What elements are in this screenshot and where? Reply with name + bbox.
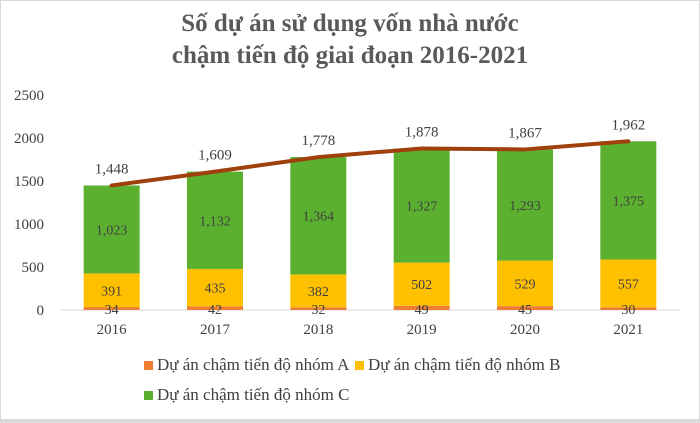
bar-segment-a	[497, 306, 553, 310]
data-label-b: 382	[308, 285, 329, 300]
data-label-a: 49	[415, 303, 429, 318]
bar-segment-a	[187, 306, 243, 310]
total-label: 1,778	[301, 133, 335, 149]
bar-segment-a	[83, 307, 140, 310]
bar-segment-b	[497, 260, 553, 307]
chart-title: Số dự án sử dụng vốn nhà nước chậm tiến …	[0, 8, 700, 72]
y-tick-label: 0	[37, 303, 45, 319]
bar-segment-a	[393, 305, 450, 310]
data-label-b: 502	[411, 278, 432, 293]
bar-segment-b	[600, 259, 657, 308]
total-line	[109, 139, 631, 188]
bar-segment-a	[600, 307, 657, 310]
x-tick-label: 2021	[613, 322, 643, 338]
bar-segment-b	[83, 273, 140, 308]
data-label-a: 42	[208, 303, 222, 318]
legend-item-b: Dự án chậm tiến độ nhóm B	[355, 355, 560, 375]
chart-title-line-1: Số dự án sử dụng vốn nhà nước	[181, 10, 519, 37]
data-label-c: 1,023	[96, 223, 128, 238]
y-tick-label: 2000	[14, 131, 44, 147]
bar-segment-c	[290, 157, 347, 275]
legend-swatch-c	[144, 390, 153, 400]
legend-label-b: Dự án chậm tiến độ nhóm B	[368, 355, 561, 374]
data-label-a: 30	[621, 303, 635, 318]
total-label: 1,878	[405, 124, 439, 140]
data-label-b: 529	[515, 277, 536, 292]
total-label: 1,962	[611, 117, 645, 133]
chart-title-line-2: chậm tiến độ giai đoạn 2016-2021	[171, 42, 529, 69]
data-label-a: 45	[518, 303, 532, 318]
y-tick-label: 1000	[14, 217, 44, 233]
bar-segment-b	[187, 268, 243, 307]
data-label-a: 32	[311, 303, 325, 318]
legend-label-a: Dự án chậm tiến độ nhóm A	[157, 355, 350, 374]
x-tick-label: 2016	[97, 322, 128, 338]
bar-segment-c	[497, 149, 553, 261]
legend-swatch-b	[355, 360, 364, 370]
x-tick-label: 2020	[510, 322, 540, 338]
data-label-c: 1,375	[613, 194, 645, 209]
data-label-c: 1,364	[303, 210, 335, 225]
data-label-a: 34	[105, 303, 119, 318]
legend-label-c: Dự án chậm tiến độ nhóm C	[157, 385, 350, 404]
legend-item-c: Dự án chậm tiến độ nhóm C	[144, 385, 349, 405]
bar-segment-c	[600, 141, 657, 260]
data-label-b: 435	[205, 282, 226, 297]
legend-item-a: Dự án chậm tiến độ nhóm A	[144, 355, 349, 375]
data-label-c: 1,293	[509, 199, 541, 214]
x-tick-label: 2018	[303, 322, 333, 338]
bar-segment-b	[393, 262, 450, 306]
total-label: 1,609	[198, 148, 232, 164]
data-label-c: 1,132	[199, 214, 231, 229]
total-label: 1,867	[508, 125, 542, 141]
x-tick-label: 2019	[407, 322, 437, 338]
x-tick-label: 2017	[200, 322, 231, 338]
y-tick-label: 500	[22, 260, 45, 276]
bar-segment-c	[393, 148, 450, 263]
bar-segment-a	[290, 307, 347, 310]
y-tick-label: 2500	[14, 88, 44, 104]
bar-segment-b	[290, 274, 347, 308]
legend-swatch-a	[144, 360, 153, 370]
data-label-b: 557	[618, 277, 639, 292]
total-label: 1,448	[95, 161, 129, 177]
data-label-b: 391	[101, 284, 122, 299]
y-tick-label: 1500	[14, 174, 44, 190]
data-label-c: 1,327	[406, 200, 438, 215]
bar-segment-c	[83, 185, 140, 274]
bar-segment-c	[187, 171, 243, 269]
